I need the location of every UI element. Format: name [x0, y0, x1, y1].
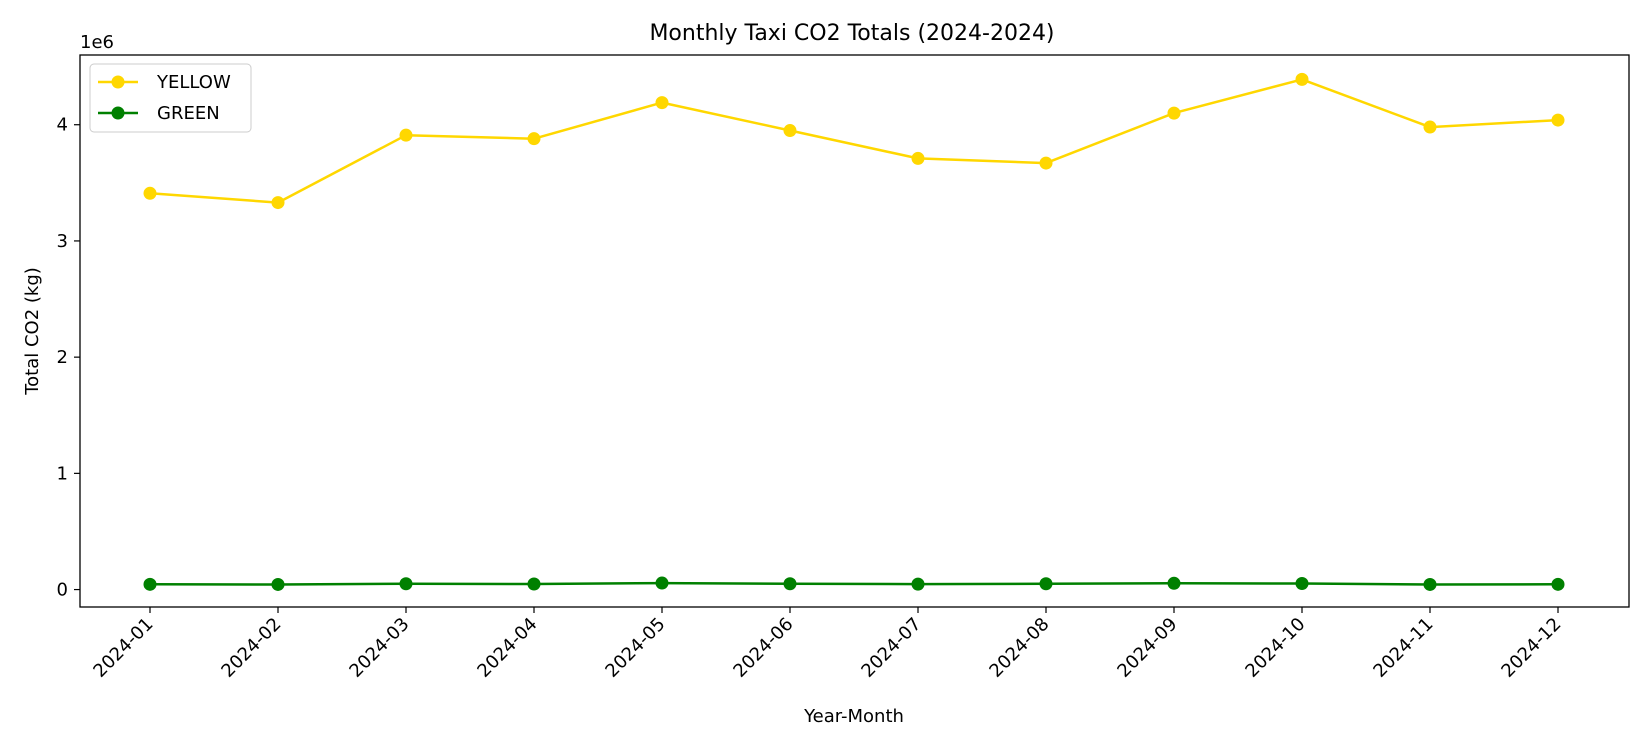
legend-marker-green — [111, 106, 125, 120]
data-point-green — [1551, 577, 1565, 591]
legend-marker-yellow — [111, 75, 125, 89]
data-point-green — [1423, 577, 1437, 591]
data-point-yellow — [399, 128, 413, 142]
series-line-yellow — [149, 78, 1559, 204]
y-tick-label: 2 — [57, 347, 68, 368]
y-tick-label: 3 — [57, 231, 68, 252]
data-point-green — [271, 577, 285, 591]
plot-area — [143, 72, 1565, 591]
data-point-yellow — [783, 124, 797, 138]
data-point-yellow — [1295, 72, 1309, 86]
plot-frame — [79, 54, 1630, 608]
data-point-green — [911, 577, 925, 591]
y-tick-label: 1 — [57, 463, 68, 484]
data-point-yellow — [655, 96, 669, 110]
data-point-yellow — [1039, 156, 1053, 170]
data-point-green — [527, 577, 541, 591]
y-scale-offset-label: 1e6 — [80, 32, 114, 53]
y-axis-label: Total CO2 (kg) — [22, 267, 43, 396]
data-point-yellow — [1423, 120, 1437, 134]
data-point-yellow — [1167, 106, 1181, 120]
data-point-yellow — [1551, 113, 1565, 127]
data-point-yellow — [143, 186, 157, 200]
series-line-green — [149, 581, 1559, 586]
data-point-green — [1039, 577, 1053, 591]
y-tick-label: 4 — [57, 115, 68, 136]
data-point-yellow — [911, 151, 925, 165]
y-axis: 0 1 2 3 4 — [57, 115, 80, 601]
data-point-green — [783, 577, 797, 591]
data-point-yellow — [527, 132, 541, 146]
chart-title: Monthly Taxi CO2 Totals (2024-2024) — [649, 21, 1054, 46]
x-axis-label: Year-Month — [803, 706, 904, 727]
data-point-green — [399, 577, 413, 591]
legend: YELLOW GREEN — [89, 63, 252, 133]
data-point-green — [143, 577, 157, 591]
data-point-green — [655, 576, 669, 590]
data-point-yellow — [271, 196, 285, 210]
data-point-green — [1295, 577, 1309, 591]
data-point-green — [1167, 576, 1181, 590]
legend-label-yellow: YELLOW — [156, 72, 231, 93]
y-tick-label: 0 — [57, 580, 68, 601]
legend-label-green: GREEN — [157, 103, 220, 124]
